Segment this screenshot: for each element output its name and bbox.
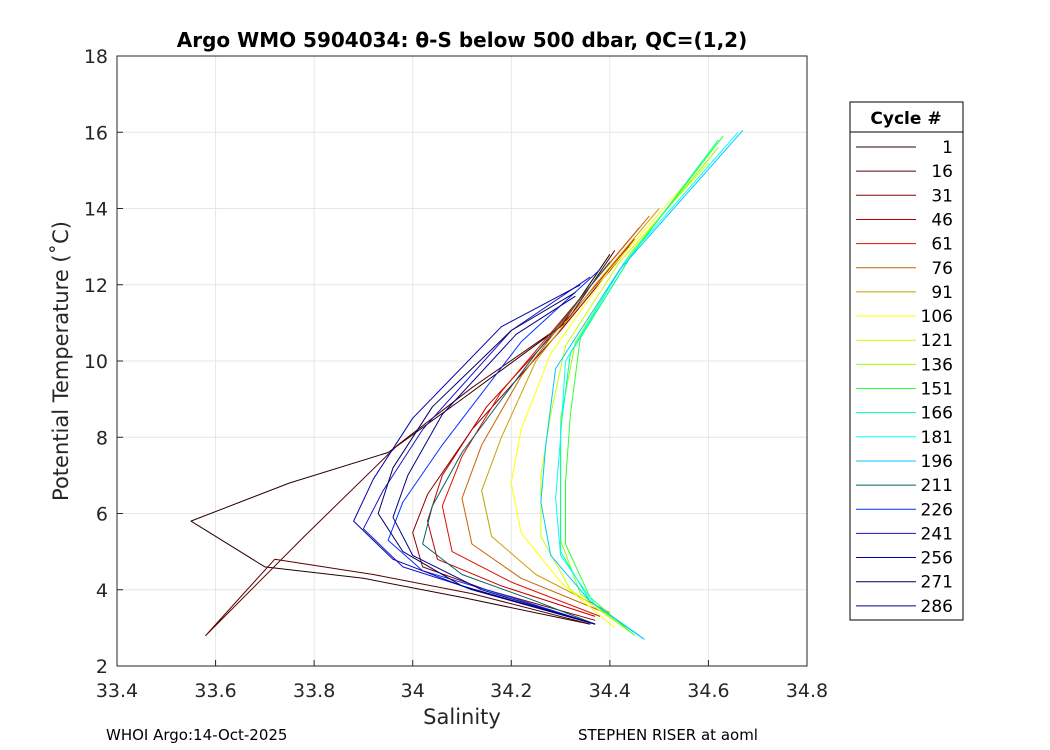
series-lines: [190, 129, 744, 640]
x-tick-label: 33.6: [194, 680, 236, 702]
legend-label: 1: [942, 138, 953, 158]
series-line-cycle-1: [190, 254, 611, 625]
series-line-cycle-196: [540, 129, 744, 640]
grid: [117, 56, 807, 666]
series-line-cycle-106: [510, 185, 685, 629]
legend-label: 211: [921, 476, 953, 496]
series-line-cycle-211: [422, 261, 611, 625]
series-line-cycle-256: [353, 284, 596, 625]
series-line-cycle-271: [377, 291, 596, 625]
y-tick-label: 4: [96, 580, 108, 602]
legend-label: 61: [931, 235, 953, 255]
y-tick-label: 8: [96, 427, 108, 449]
legend-label: 46: [931, 210, 953, 230]
legend-label: 76: [931, 259, 953, 279]
footer-source: WHOI Argo:14-Oct-2025: [106, 726, 288, 744]
legend-label: 166: [921, 404, 953, 424]
legend-label: 136: [921, 355, 953, 375]
x-tick-label: 33.4: [96, 680, 138, 702]
x-tick-label: 34: [401, 680, 425, 702]
x-tick-label: 34.6: [687, 680, 729, 702]
x-tick-label: 33.8: [293, 680, 335, 702]
footer-operator: STEPHEN RISER at aoml: [578, 726, 758, 744]
y-axis-label: Potential Temperature (˚C): [49, 221, 73, 501]
x-tick-label: 34.4: [589, 680, 631, 702]
legend-title: Cycle #: [870, 109, 941, 129]
x-axis-label: Salinity: [423, 705, 501, 729]
x-tick-label: 34.2: [490, 680, 532, 702]
y-tick-label: 16: [84, 122, 108, 144]
y-axis: 2 4 6 8 10 12 14 16 18: [84, 46, 123, 678]
legend-label: 286: [921, 597, 953, 617]
legend-label: 226: [921, 500, 953, 520]
legend-label: 106: [921, 307, 953, 327]
series-line-cycle-166: [560, 139, 719, 636]
series-line-cycle-31: [412, 246, 630, 621]
series-line-cycle-16: [205, 250, 616, 636]
y-tick-label: 14: [84, 199, 108, 221]
legend-label: 196: [921, 452, 953, 472]
series-line-cycle-181: [555, 131, 739, 640]
legend-label: 256: [921, 549, 953, 569]
y-tick-label: 12: [84, 275, 108, 297]
legend-label: 271: [921, 573, 953, 593]
y-tick-label: 2: [96, 656, 108, 678]
legend-label: 31: [931, 186, 953, 206]
legend-label: 241: [921, 524, 953, 544]
legend-label: 16: [931, 162, 953, 182]
series-line-cycle-61: [441, 227, 640, 617]
legend-label: 181: [921, 428, 953, 448]
legend-label: 151: [921, 380, 953, 400]
y-tick-label: 18: [84, 46, 108, 68]
y-tick-label: 10: [84, 351, 108, 373]
x-axis: 33.4 33.6 33.8 34 34.2 34.4 34.6 34.8: [96, 660, 828, 702]
chart-title: Argo WMO 5904034: θ-S below 500 dbar, QC…: [177, 28, 747, 52]
legend: Cycle # 1 16 31 46 61 76 91 106 121 136 151 166 181 1…: [849, 101, 964, 621]
x-tick-label: 34.8: [786, 680, 828, 702]
series-line-cycle-91: [481, 208, 660, 614]
series-line-cycle-286: [392, 295, 596, 625]
y-tick-label: 6: [96, 504, 108, 526]
legend-label: 121: [921, 331, 953, 351]
legend-label: 91: [931, 283, 953, 303]
